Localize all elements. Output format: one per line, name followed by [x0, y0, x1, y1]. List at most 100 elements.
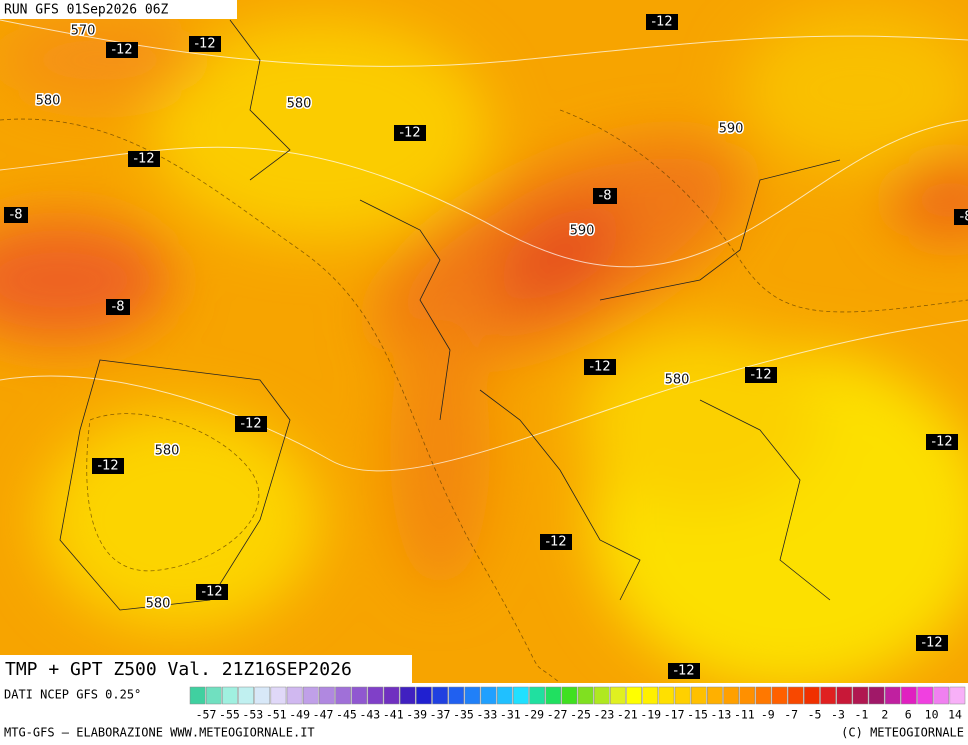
scale-swatch: [787, 686, 804, 705]
scale-swatch: [496, 686, 513, 705]
scale-label: -1: [854, 708, 868, 722]
temperature-label: -12: [589, 360, 610, 375]
temperature-label-box: [668, 663, 700, 679]
scale-label: -25: [570, 708, 591, 722]
scale-label: -23: [594, 708, 615, 722]
scale-swatch: [820, 686, 836, 705]
height-label: 580: [287, 97, 312, 112]
scale-label: -11: [734, 708, 755, 722]
temperature-label: -12: [240, 417, 261, 432]
temperature-label: -8: [599, 189, 612, 204]
height-label: 580: [146, 597, 171, 612]
scale-swatch: [464, 686, 481, 705]
scale-swatch: [836, 686, 853, 705]
temperature-label-box: [235, 416, 267, 432]
scale-swatch: [416, 686, 432, 705]
scale-swatch: [917, 686, 933, 705]
scale-label: -39: [406, 708, 427, 722]
scale-label: -21: [617, 708, 638, 722]
scale-label: 14: [948, 708, 962, 722]
temperature-label-box: [916, 635, 948, 651]
scale-swatch: [545, 686, 562, 705]
scale-label: -35: [453, 708, 474, 722]
scale-swatch: [286, 686, 303, 705]
temperature-label: -8: [112, 300, 125, 315]
temperature-label: -12: [921, 636, 942, 651]
scale-swatch: [707, 686, 723, 705]
temperature-label-box: [106, 42, 138, 58]
scale-swatch: [690, 686, 707, 705]
scale-swatch: [949, 686, 966, 705]
temperature-label: -8: [960, 210, 968, 225]
temperature-label: -12: [399, 126, 420, 141]
scale-label: -43: [359, 708, 380, 722]
scale-swatch: [577, 686, 594, 705]
temperature-label-box: [540, 534, 572, 550]
scale-label: -5: [808, 708, 822, 722]
scale-swatch: [852, 686, 869, 705]
scale-swatch: [771, 686, 788, 705]
scale-label: -15: [687, 708, 708, 722]
scale-label: -13: [711, 708, 732, 722]
temperature-label-box: [954, 209, 968, 225]
scale-swatch: [901, 686, 917, 705]
scale-swatch: [205, 686, 222, 705]
scale-label: -55: [219, 708, 240, 722]
scale-swatch: [238, 686, 254, 705]
scale-swatch: [884, 686, 901, 705]
scale-swatch: [529, 686, 545, 705]
temperature-label: -12: [750, 368, 771, 383]
header-box: [0, 0, 237, 19]
temperature-label-box: [745, 367, 777, 383]
scale-label: -51: [266, 708, 287, 722]
scale-swatch: [448, 686, 465, 705]
color-scale: -57 -55 -53 -51 -49 -47 -45 -43 -41 -39 -37 -35 -33-…: [189, 686, 966, 722]
height-label: 580: [665, 373, 690, 388]
scale-swatch: [755, 686, 772, 705]
temperature-label-box: [128, 151, 160, 167]
scale-swatch: [868, 686, 885, 705]
temperature-label: -12: [201, 585, 222, 600]
scale-label: -41: [383, 708, 404, 722]
temperature-label: -12: [651, 15, 672, 30]
scale-swatch: [674, 686, 691, 705]
scale-label: 6: [905, 708, 912, 722]
height-label: 580: [36, 94, 61, 109]
scale-label: -47: [313, 708, 334, 722]
scale-label: -33: [476, 708, 497, 722]
temperature-label-box: [646, 14, 678, 30]
scale-swatch: [561, 686, 578, 705]
scale-swatch: [739, 686, 756, 705]
map-title: TMP + GPT Z500 Val. 21Z16SEP2026: [5, 659, 352, 680]
temperature-label-box: [394, 125, 426, 141]
temperature-label-box: [593, 188, 617, 204]
scale-swatch: [302, 686, 319, 705]
scale-label: -3: [831, 708, 845, 722]
temperature-label: -12: [133, 152, 154, 167]
scale-swatch: [254, 686, 271, 705]
scale-label: -31: [500, 708, 521, 722]
scale-swatch: [593, 686, 610, 705]
scale-swatch: [383, 686, 400, 705]
scale-label: 2: [881, 708, 888, 722]
map-field: [0, 0, 968, 683]
scale-swatch: [626, 686, 642, 705]
temperature-label-box: [926, 434, 958, 450]
scale-label: 10: [925, 708, 939, 722]
scale-swatch: [432, 686, 448, 705]
copyright: (C) METEOGIORNALE: [841, 726, 964, 740]
temperature-label: -12: [931, 435, 952, 450]
scale-swatch: [335, 686, 351, 705]
temperature-label-box: [189, 36, 221, 52]
scale-swatch: [723, 686, 739, 705]
scale-swatch: [222, 686, 238, 705]
scale-swatch: [933, 686, 950, 705]
height-label: 590: [719, 122, 744, 137]
scale-label: -27: [547, 708, 568, 722]
scale-swatch: [804, 686, 820, 705]
temperature-label-box: [196, 584, 228, 600]
scale-label: -7: [784, 708, 798, 722]
scale-label: -17: [664, 708, 685, 722]
scale-swatch: [642, 686, 659, 705]
scale-label: -57: [196, 708, 217, 722]
